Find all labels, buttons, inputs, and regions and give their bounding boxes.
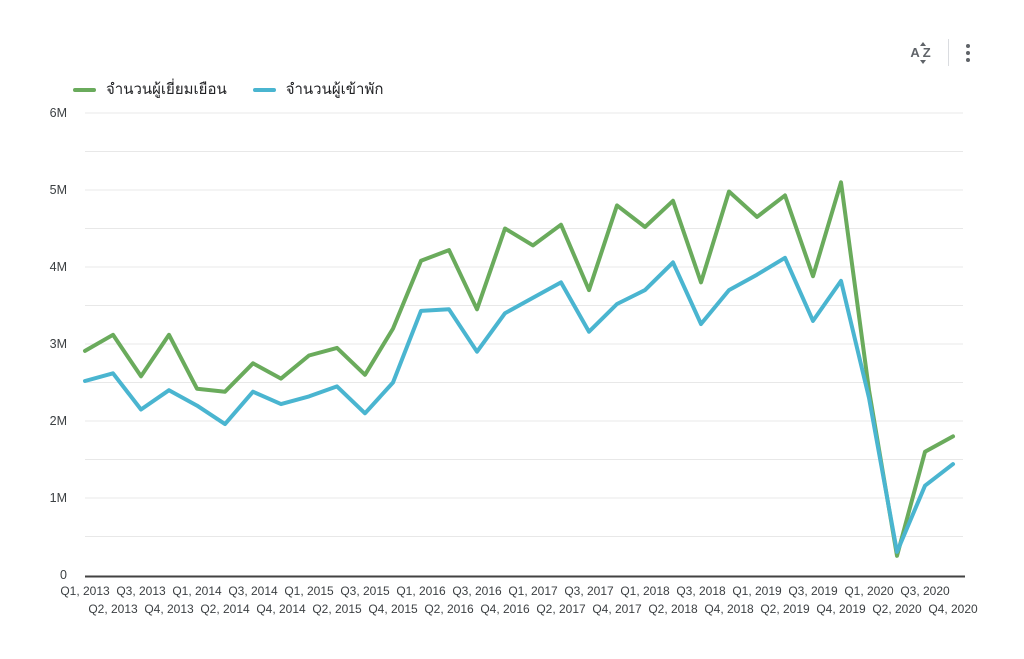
x-tick-label: Q1, 2017 [508,584,558,598]
x-tick-label: Q3, 2018 [676,584,726,598]
series-line-1[interactable] [83,255,955,554]
sort-arrow-down-icon [920,59,926,64]
x-tick-label: Q1, 2016 [396,584,446,598]
sort-letter-a: A [910,45,923,60]
x-tick-label: Q3, 2016 [452,584,502,598]
x-tick-label: Q4, 2016 [480,602,530,616]
series-line-0[interactable] [83,180,955,558]
x-tick-label: Q1, 2013 [60,584,110,598]
x-tick-label: Q4, 2013 [144,602,194,616]
y-tick-label: 6M [50,106,67,120]
y-tick-label: 4M [50,260,67,274]
x-tick-label: Q4, 2017 [592,602,642,616]
x-tick-label: Q3, 2013 [116,584,166,598]
sort-letter-z: Z [922,45,934,60]
x-tick-label: Q4, 2019 [816,602,866,616]
x-tick-label: Q4, 2020 [928,602,978,616]
x-tick-label: Q1, 2019 [732,584,782,598]
x-tick-label: Q1, 2014 [172,584,222,598]
x-tick-label: Q3, 2017 [564,584,614,598]
legend-line-swatch [252,88,276,92]
x-tick-label: Q2, 2020 [872,602,922,616]
legend-item-1: จำนวนผู้เข้าพัก [252,80,384,100]
x-tick-label: Q2, 2015 [312,602,362,616]
x-tick-label: Q4, 2014 [256,602,306,616]
y-tick-label: 3M [50,337,67,351]
y-tick-label: 0 [60,568,67,582]
x-tick-label: Q1, 2018 [620,584,670,598]
y-tick-label: 5M [50,183,67,197]
x-tick-label: Q2, 2018 [648,602,698,616]
x-tick-label: Q2, 2017 [536,602,586,616]
x-tick-label: Q3, 2015 [340,584,390,598]
x-tick-label: Q2, 2016 [424,602,474,616]
sort-arrow-up-icon [920,41,926,46]
y-tick-label: 1M [50,491,67,505]
y-tick-label: 2M [50,414,67,428]
x-tick-label: Q1, 2020 [844,584,894,598]
toolbar-divider [948,39,949,66]
x-tick-label: Q4, 2018 [704,602,754,616]
chart-legend: จำนวนผู้เยี่ยมเยือน จำนวนผู้เข้าพัก [73,80,383,100]
legend-item-0: จำนวนผู้เยี่ยมเยือน [73,80,227,100]
x-tick-label: Q2, 2013 [88,602,138,616]
legend-label: จำนวนผู้เยี่ยมเยือน [106,81,227,98]
x-tick-label: Q2, 2019 [760,602,810,616]
x-tick-label: Q4, 2015 [368,602,418,616]
legend-line-swatch [73,88,96,92]
x-tick-label: Q3, 2020 [900,584,950,598]
more-options-icon[interactable] [962,41,974,65]
x-tick-label: Q3, 2014 [228,584,278,598]
x-tick-label: Q2, 2014 [200,602,250,616]
x-tick-label: Q3, 2019 [788,584,838,598]
x-tick-label: Q1, 2015 [284,584,334,598]
legend-label: จำนวนผู้เข้าพัก [285,81,384,98]
